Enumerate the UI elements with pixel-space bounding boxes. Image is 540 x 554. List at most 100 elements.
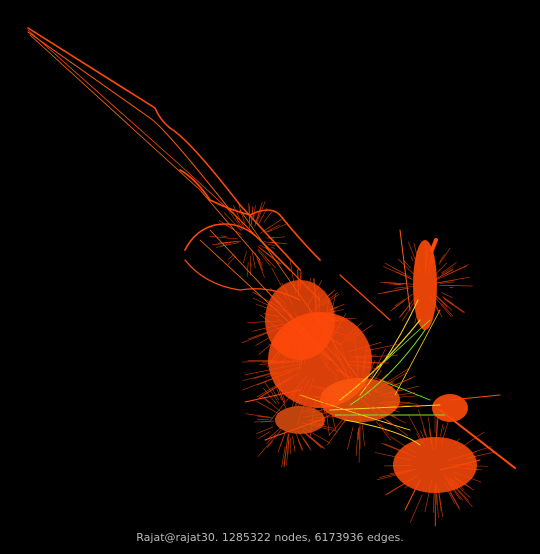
fringe-edge — [378, 385, 419, 397]
fringe-edge — [389, 469, 413, 475]
fringe-edge — [320, 326, 347, 336]
fringe-edge — [348, 360, 390, 364]
fringe-edge — [301, 402, 320, 414]
fringe-edge — [434, 296, 452, 318]
fringe-edge — [315, 290, 326, 303]
fringe-edge — [381, 392, 416, 398]
fringe-edge — [384, 262, 411, 278]
fringe-edge — [402, 295, 419, 321]
fringe-edge — [329, 304, 345, 310]
fringe-edge — [294, 312, 308, 337]
fringe-edge — [357, 358, 359, 370]
fringe-edge — [254, 420, 273, 423]
fringe-edge — [420, 430, 425, 441]
fringe-edge — [441, 266, 454, 275]
fringe-edge — [254, 206, 262, 227]
fringe-edge — [452, 466, 479, 471]
fringe-edge — [247, 320, 282, 323]
fringe-edge — [248, 203, 250, 229]
fringe-edge — [339, 343, 356, 387]
fringe-edge — [397, 472, 404, 475]
fringe-edge — [300, 336, 302, 365]
fringe-edge — [291, 391, 296, 409]
fringe-edge — [340, 313, 347, 323]
long-arm-edge — [29, 34, 261, 261]
fringe-edge — [449, 492, 461, 511]
fringe-edge — [296, 392, 307, 409]
fringe-edge — [256, 401, 279, 414]
fringe-edge — [364, 344, 398, 352]
fringe-edge — [379, 468, 417, 478]
fringe-edge — [447, 450, 478, 462]
fringe-edge — [244, 363, 299, 376]
fringe-edge — [260, 214, 264, 220]
fringe-edge — [439, 285, 473, 287]
fringe-edge — [453, 438, 460, 445]
fringe-edge — [441, 292, 453, 298]
fringe-edge — [265, 224, 281, 233]
fringe-edge — [408, 415, 426, 447]
fringe-edge — [435, 482, 438, 505]
fringe-edge — [381, 367, 410, 387]
fringe-edge — [455, 478, 466, 486]
fringe-edge — [263, 381, 280, 405]
fringe-edge — [270, 241, 288, 245]
fringe-edge — [306, 331, 330, 372]
fringe-edge — [279, 287, 288, 300]
fringe-edge — [225, 206, 243, 231]
fringe-edge — [263, 313, 280, 317]
long-arm-edge — [27, 31, 321, 301]
fringe-edge — [436, 408, 439, 439]
fringe-edge — [322, 294, 340, 306]
fringe-edge — [262, 249, 282, 265]
fringe-edge — [341, 392, 362, 421]
fringe-edge — [259, 379, 288, 398]
fringe-edge — [358, 426, 360, 463]
fringe-edge — [241, 367, 301, 391]
fringe-edge — [335, 369, 339, 374]
fringe-edge — [370, 360, 376, 372]
fringe-edge — [318, 292, 320, 323]
fringe-edge — [317, 330, 341, 346]
fringe-edge — [440, 420, 449, 445]
fringe-edge — [409, 494, 423, 523]
fringe-edge — [265, 369, 291, 378]
fringe-edge — [398, 298, 415, 318]
fringe-edge — [294, 386, 303, 409]
fringe-edge — [258, 259, 263, 267]
fringe-edge — [266, 433, 277, 445]
graph-caption: Rajat@rajat30. 1285322 nodes, 6173936 ed… — [136, 531, 404, 544]
fringe-edge — [358, 380, 382, 394]
fringe-edge — [311, 386, 333, 393]
fringe-edge — [436, 269, 454, 279]
fringe-edge — [438, 279, 456, 284]
fringe-edge — [465, 467, 483, 471]
spike-edge — [399, 229, 411, 311]
fringe-edge — [273, 380, 282, 401]
fringe-edge — [316, 292, 333, 307]
fringe-edge — [390, 436, 418, 454]
fringe-edge — [245, 413, 271, 418]
fringe-edge — [283, 304, 310, 344]
fringe-edge — [289, 258, 296, 294]
fringe-edge — [279, 430, 287, 448]
fringe-edge — [418, 409, 428, 441]
fringe-edge — [438, 490, 443, 517]
fringe-edge — [262, 387, 277, 405]
fringe-edge — [273, 342, 287, 365]
fringe-edge — [434, 265, 467, 281]
fringe-edge — [360, 381, 370, 388]
fringe-edge — [289, 312, 297, 323]
fringe-edge — [447, 482, 461, 500]
fringe-edge — [220, 244, 228, 247]
fringe-edge — [394, 298, 405, 307]
fringe-edge — [302, 349, 306, 365]
fringe-edge — [278, 386, 285, 404]
fringe-edge — [326, 389, 337, 432]
bridge-edge — [349, 329, 426, 406]
fringe-edge — [313, 415, 329, 424]
fringe-edge — [284, 286, 289, 294]
fringe-edge — [256, 258, 265, 279]
fringe-edge — [340, 330, 360, 345]
